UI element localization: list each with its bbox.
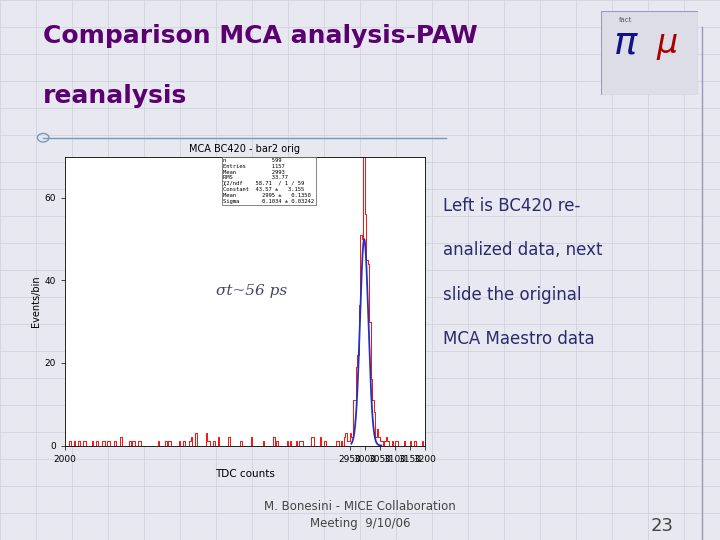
Text: σt~56 ps: σt~56 ps [216,284,287,298]
Text: M. Bonesini - MICE Collaboration
Meeting  9/10/06: M. Bonesini - MICE Collaboration Meeting… [264,500,456,530]
Text: n              599
Entries        1157
Mean           2993
RMS            33.77
: n 599 Entries 1157 Mean 2993 RMS 33.77 [223,158,314,204]
Text: $\mu$: $\mu$ [656,30,678,63]
Text: Left is BC420 re-: Left is BC420 re- [443,197,580,215]
Text: reanalysis: reanalysis [43,84,187,107]
X-axis label: TDC counts: TDC counts [215,469,275,479]
Text: slide the original: slide the original [443,286,581,303]
Text: $\pi$: $\pi$ [613,24,639,62]
Title: MCA BC420 - bar2 orig: MCA BC420 - bar2 orig [189,144,300,154]
Text: analized data, next: analized data, next [443,241,603,259]
Text: 23: 23 [650,517,673,535]
Text: Comparison MCA analysis-PAW: Comparison MCA analysis-PAW [43,24,478,48]
Text: MCA Maestro data: MCA Maestro data [443,330,595,348]
Y-axis label: Events/bin: Events/bin [32,275,42,327]
Text: fact: fact [618,17,632,24]
